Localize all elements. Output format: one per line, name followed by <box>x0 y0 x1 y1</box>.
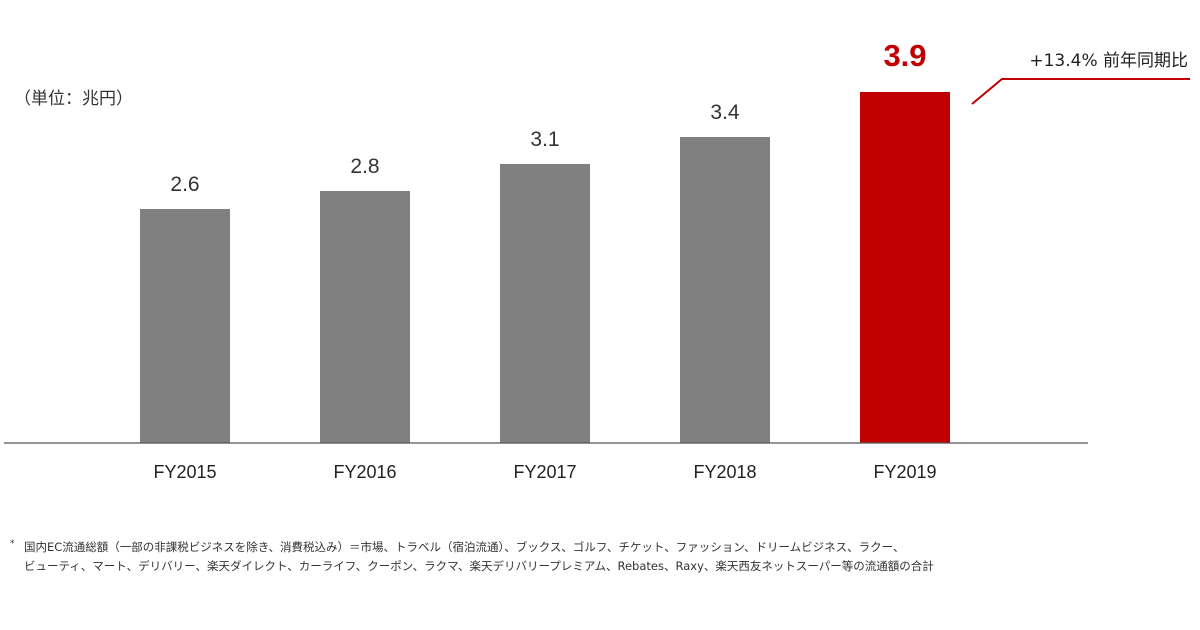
bar-fy2016 <box>320 191 410 443</box>
value-label-fy2018: 3.4 <box>710 101 740 124</box>
x-tick-label-fy2016: FY2016 <box>333 462 396 482</box>
value-label-fy2015: 2.6 <box>170 173 199 196</box>
bar-fy2019 <box>860 92 950 443</box>
footnote-line-1: 国内EC流通総額（一部の非課税ビジネスを除き、消費税込み）＝市場、トラベル（宿泊… <box>24 540 905 554</box>
x-tick-label-fy2018: FY2018 <box>693 462 756 482</box>
value-label-fy2016: 2.8 <box>350 155 379 178</box>
x-tick-label-fy2019: FY2019 <box>873 462 936 482</box>
footnote: * 国内EC流通総額（一部の非課税ビジネスを除き、消費税込み）＝市場、トラベル（… <box>10 538 1190 576</box>
bar-fy2018 <box>680 137 770 443</box>
annotation-leader-line <box>971 78 1190 105</box>
annotation-yoy-growth: +13.4% 前年同期比 <box>1029 51 1188 71</box>
unit-label: （単位：兆円） <box>14 89 133 109</box>
footnote-mark: * <box>10 539 15 549</box>
bar-fy2017 <box>500 164 590 443</box>
x-tick-label-fy2017: FY2017 <box>513 462 576 482</box>
footnote-line-2: ビューティ、マート、デリバリー、楽天ダイレクト、カーライフ、クーポン、ラクマ、楽… <box>24 559 934 573</box>
value-label-fy2019: 3.9 <box>883 38 926 73</box>
x-tick-label-fy2015: FY2015 <box>153 462 216 482</box>
bar-chart: 2.6 2.8 3.1 3.4 3.9 FY2015 FY2016 FY2017 FY2018… <box>4 38 1190 482</box>
value-label-fy2017: 3.1 <box>530 128 559 151</box>
bar-fy2015 <box>140 209 230 443</box>
